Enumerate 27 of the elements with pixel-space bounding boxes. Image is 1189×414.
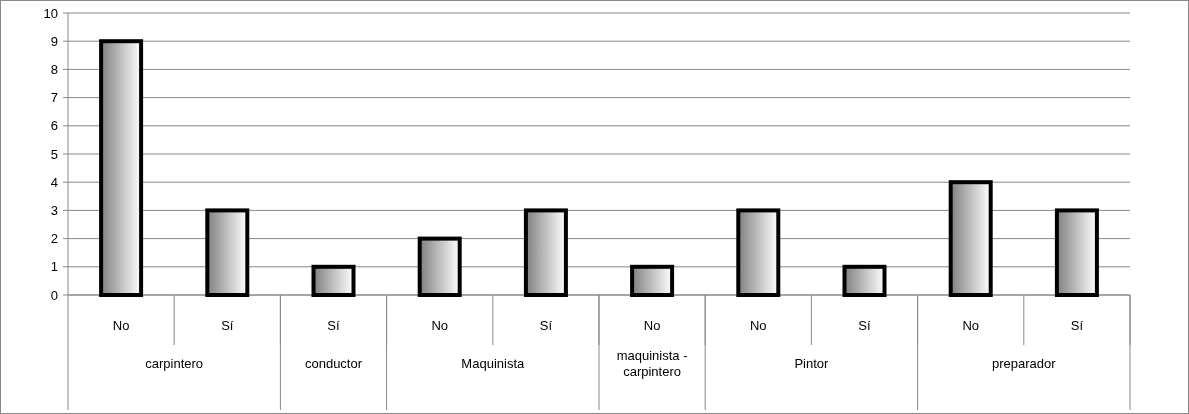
x-tick-label: No [112,318,130,333]
y-tick-label: 1 [50,259,58,275]
x-tick-label: No [643,318,661,333]
x-tick-label: No [431,318,449,333]
y-tick-label: 8 [50,61,58,77]
x-tick-label: No [962,318,980,333]
text: Pintor [794,356,830,371]
text: carpintero [145,356,204,371]
text: conductor [304,356,363,371]
x-tick-label: Sí [858,318,872,333]
x-tick-label: No [749,318,767,333]
y-tick-label: 3 [50,202,58,218]
y-tick-label: 6 [50,118,58,134]
y-tick-label: 5 [50,146,58,162]
x-tick-label: Sí [539,318,553,333]
x-tick-label: Sí [1070,318,1084,333]
x-tick-label: Sí [221,318,234,333]
text: Maquinista [461,356,525,371]
y-tick-label: 10 [43,5,58,21]
y-tick-label: 0 [50,287,58,303]
y-tick-label: 2 [50,231,58,247]
text: maquinista - carpintero [616,348,688,379]
x-tick-label: Sí [327,318,341,333]
text: preparador [992,356,1057,371]
y-tick-label: 4 [50,174,58,190]
y-tick-label: 9 [50,33,58,49]
y-tick-label: 7 [50,90,58,106]
